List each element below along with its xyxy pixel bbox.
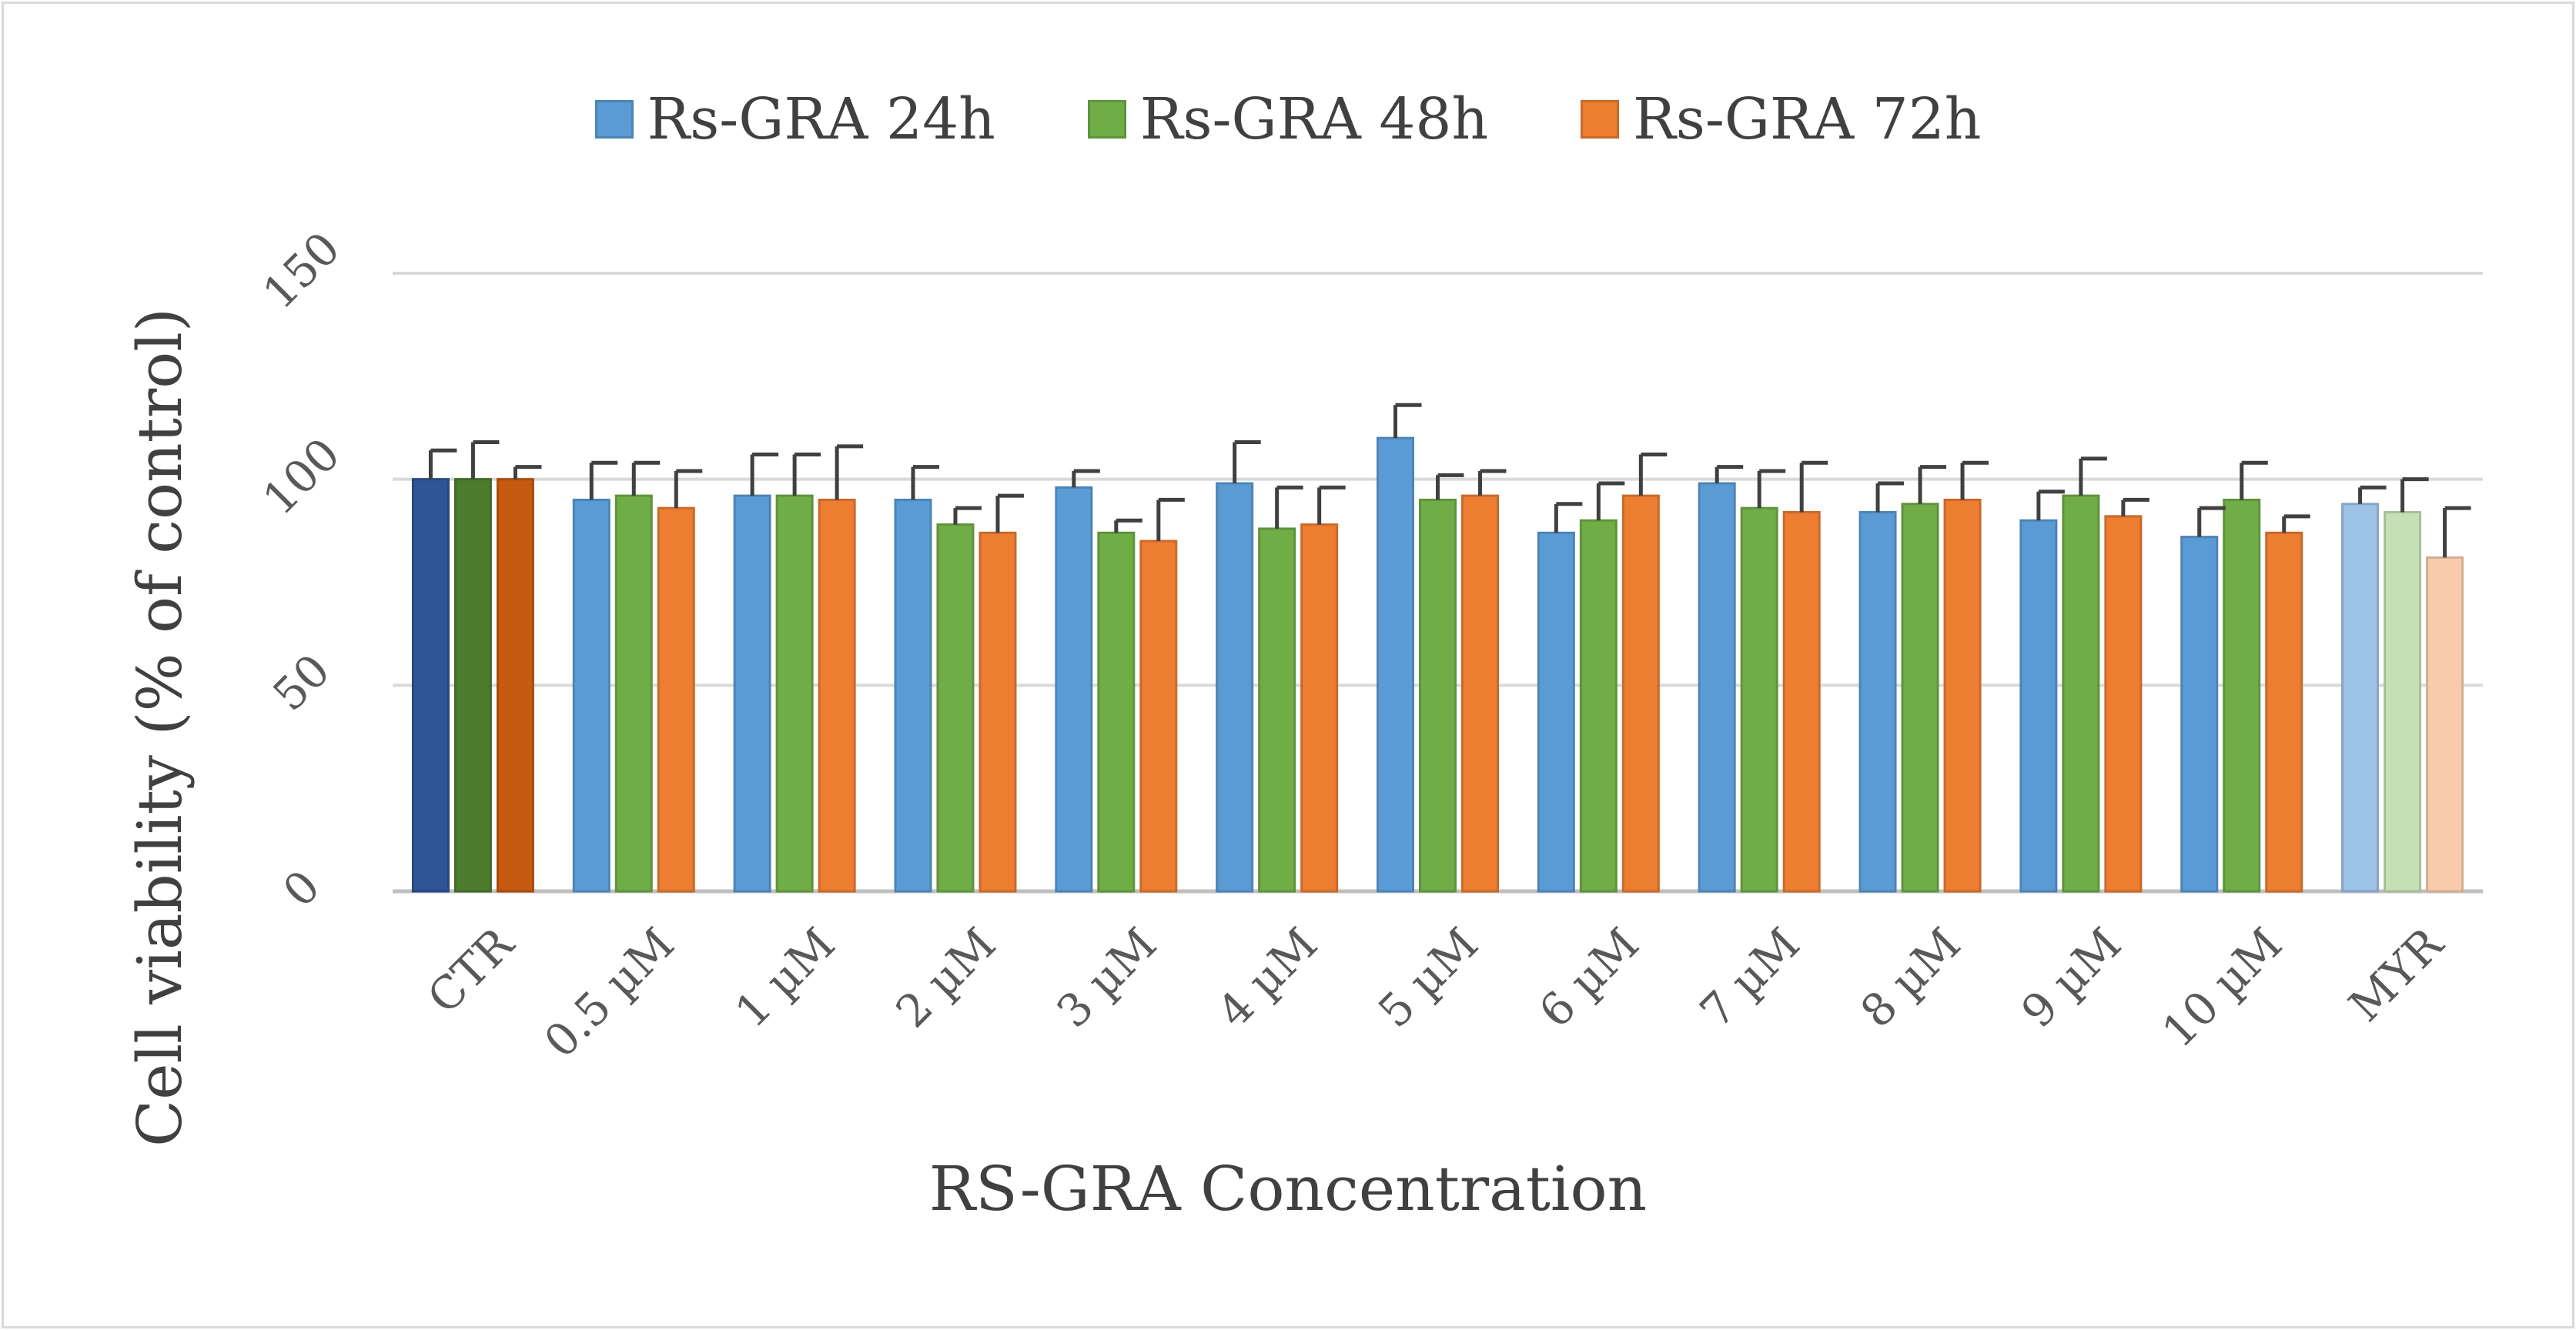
bar	[2426, 556, 2464, 893]
legend-swatch-24h	[594, 100, 634, 139]
x-tick-label: 1 µM	[725, 917, 845, 1038]
error-bars	[428, 403, 2471, 558]
y-tick-label: 100	[253, 428, 350, 525]
bar	[1858, 510, 1897, 893]
legend: Rs-GRA 24h Rs-GRA 48h Rs-GRA 72h	[0, 73, 2576, 165]
bar	[979, 531, 1017, 893]
bar	[2104, 515, 2143, 893]
bar	[1377, 436, 1414, 893]
bar	[1537, 531, 1575, 893]
bar	[894, 498, 932, 893]
bar	[657, 506, 695, 893]
bar	[1621, 494, 1660, 893]
legend-swatch-72h	[1581, 100, 1620, 139]
legend-item-24h: Rs-GRA 24h	[594, 86, 995, 152]
legend-label-48h: Rs-GRA 48h	[1139, 86, 1489, 152]
x-tick-label: 7 µM	[1690, 917, 1810, 1038]
bar	[453, 478, 492, 893]
x-tick-label: 6 µM	[1529, 917, 1649, 1038]
bar	[733, 494, 771, 893]
legend-item-48h: Rs-GRA 48h	[1087, 86, 1489, 152]
legend-label-24h: Rs-GRA 24h	[647, 86, 995, 152]
bar	[2180, 536, 2219, 893]
y-tick-labels: 0 50 100 150	[253, 222, 350, 917]
x-tick-labels: CTR 0.5 µM 1 µM 2 µM 3 µM 4 µM 5 µM 6 µM 7 µM 8 µ…	[417, 917, 2454, 1068]
bars	[411, 436, 2464, 893]
x-tick-label: CTR	[417, 917, 524, 1024]
bar	[1097, 531, 1136, 893]
x-tick-label: 5 µM	[1368, 917, 1488, 1038]
y-tick-label: 0	[273, 860, 330, 917]
legend-swatch-48h	[1087, 100, 1126, 139]
x-tick-label: 9 µM	[2011, 917, 2131, 1038]
bar	[411, 478, 450, 893]
bar	[1055, 486, 1093, 893]
bar	[496, 478, 534, 893]
bar	[2265, 531, 2303, 893]
bar	[2062, 494, 2100, 893]
bar	[2223, 498, 2261, 893]
bar	[614, 494, 653, 893]
bar	[1461, 494, 1499, 893]
bar	[1419, 498, 1457, 893]
x-tick-label: 8 µM	[1851, 917, 1971, 1038]
x-tick-label: 3 µM	[1046, 917, 1166, 1038]
y-tick-label: 50	[263, 644, 340, 721]
bar	[1901, 503, 1939, 893]
bar	[1943, 498, 1982, 893]
x-axis-title: RS-GRA Concentration	[929, 1153, 1647, 1225]
bar	[818, 498, 856, 893]
bar	[1698, 482, 1736, 893]
bar	[1782, 510, 1821, 893]
y-tick-label: 150	[253, 222, 350, 319]
bar	[1740, 506, 1778, 893]
x-tick-label: 0.5 µM	[534, 917, 684, 1068]
bar	[572, 498, 611, 893]
bar	[1300, 523, 1339, 893]
bar	[1139, 540, 1178, 893]
y-axis-title: Cell viability (% of control)	[124, 308, 196, 1147]
x-tick-label: 10 µM	[2152, 917, 2292, 1058]
legend-label-72h: Rs-GRA 72h	[1633, 86, 1982, 152]
x-tick-label: 4 µM	[1207, 917, 1327, 1038]
bar	[936, 523, 975, 893]
x-tick-label: 2 µM	[886, 917, 1006, 1038]
bar	[1579, 519, 1618, 893]
legend-item-72h: Rs-GRA 72h	[1581, 86, 1981, 152]
bar	[2019, 519, 2058, 893]
bar	[1216, 482, 1254, 893]
bar	[775, 494, 814, 893]
bar	[2384, 510, 2422, 893]
x-tick-label: MYR	[2339, 917, 2454, 1032]
bar	[1258, 527, 1296, 893]
bar	[2341, 503, 2380, 893]
